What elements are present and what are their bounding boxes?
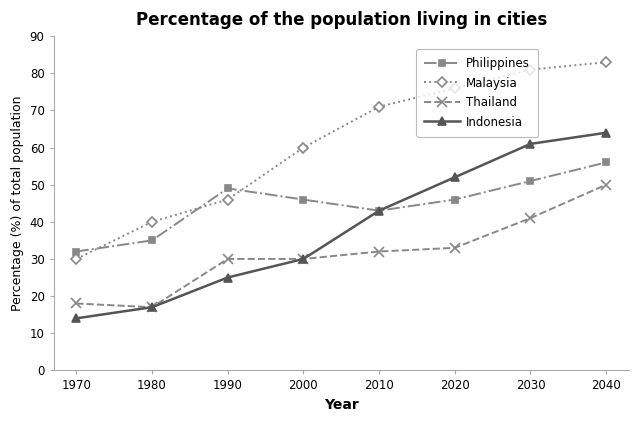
Thailand	[300, 256, 307, 261]
X-axis label: Year: Year	[324, 398, 358, 412]
Philippines	[148, 238, 156, 243]
Malaysia	[527, 67, 534, 72]
Malaysia	[451, 85, 459, 91]
Thailand	[148, 305, 156, 310]
Philippines	[527, 179, 534, 184]
Indonesia	[451, 175, 459, 180]
Malaysia	[148, 219, 156, 224]
Indonesia	[375, 208, 383, 213]
Indonesia	[224, 275, 232, 280]
Line: Malaysia: Malaysia	[73, 59, 610, 262]
Indonesia	[527, 141, 534, 146]
Line: Philippines: Philippines	[73, 159, 610, 255]
Thailand	[602, 182, 610, 187]
Legend: Philippines, Malaysia, Thailand, Indonesia: Philippines, Malaysia, Thailand, Indones…	[416, 49, 538, 137]
Malaysia	[72, 256, 80, 261]
Y-axis label: Percentage (%) of total population: Percentage (%) of total population	[11, 96, 24, 311]
Philippines	[224, 186, 232, 191]
Indonesia	[148, 305, 156, 310]
Philippines	[300, 197, 307, 202]
Indonesia	[72, 316, 80, 321]
Malaysia	[300, 145, 307, 150]
Title: Percentage of the population living in cities: Percentage of the population living in c…	[136, 11, 547, 29]
Thailand	[224, 256, 232, 261]
Indonesia	[602, 130, 610, 135]
Thailand	[72, 301, 80, 306]
Line: Thailand: Thailand	[72, 180, 611, 312]
Philippines	[602, 160, 610, 165]
Malaysia	[224, 197, 232, 202]
Philippines	[375, 208, 383, 213]
Thailand	[527, 216, 534, 221]
Philippines	[72, 249, 80, 254]
Malaysia	[375, 104, 383, 109]
Thailand	[375, 249, 383, 254]
Thailand	[451, 245, 459, 250]
Indonesia	[300, 256, 307, 261]
Malaysia	[602, 60, 610, 65]
Philippines	[451, 197, 459, 202]
Line: Indonesia: Indonesia	[72, 129, 611, 322]
